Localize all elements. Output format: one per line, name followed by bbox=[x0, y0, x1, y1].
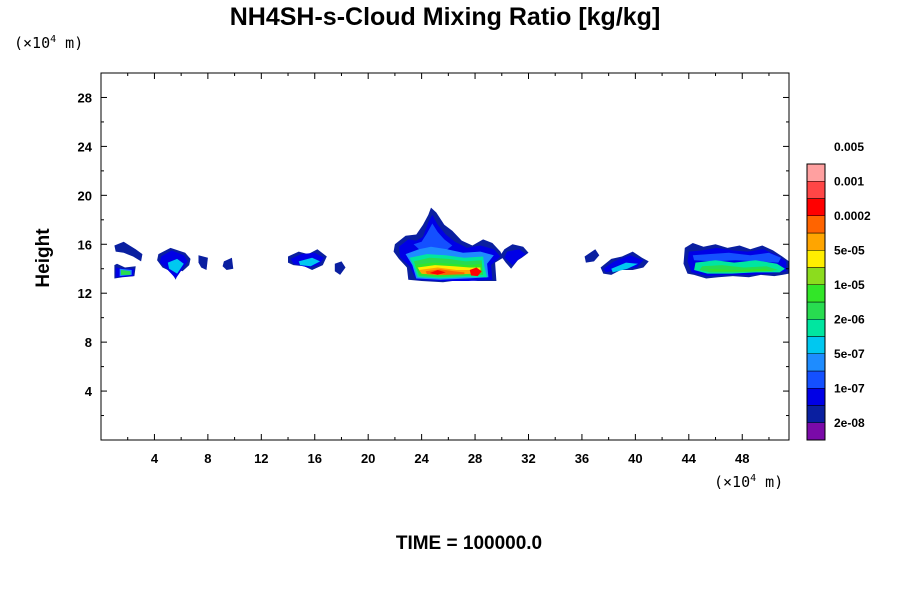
colorbar-swatch bbox=[806, 181, 826, 199]
x-tick-label: 4 bbox=[151, 451, 159, 466]
x-tick-label: 36 bbox=[575, 451, 589, 466]
colorbar-label: 0.005 bbox=[834, 140, 864, 154]
colorbar-label: 2e-08 bbox=[834, 416, 865, 430]
colorbar-swatch bbox=[806, 215, 826, 234]
x-tick-label: 8 bbox=[204, 451, 211, 466]
x-tick-label: 12 bbox=[254, 451, 268, 466]
y-tick-label: 4 bbox=[85, 384, 93, 399]
x-tick-label: 40 bbox=[628, 451, 642, 466]
x-tick-label: 24 bbox=[414, 451, 429, 466]
y-axis-unit: (×104 m) bbox=[14, 34, 83, 52]
y-tick-label: 8 bbox=[85, 335, 92, 350]
colorbar: 2e-08 1e-07 5e-07 2e-06 1e-05 5e-05 0.0002 0.00… bbox=[806, 140, 871, 441]
cloud-contour-level-2-16 bbox=[504, 249, 526, 266]
cloud-contour-level-1-3 bbox=[198, 255, 208, 270]
colorbar-label: 1e-07 bbox=[834, 381, 865, 395]
plot-area bbox=[114, 207, 789, 283]
cloud-contour-level-13-37 bbox=[429, 270, 446, 275]
cloud-contour-level-5-25 bbox=[611, 262, 638, 273]
colorbar-swatch bbox=[806, 232, 826, 251]
colorbar-swatch bbox=[806, 301, 826, 320]
x-tick-label: 28 bbox=[468, 451, 482, 466]
cloud-contour-level-13-36 bbox=[469, 267, 482, 277]
y-tick-label: 24 bbox=[78, 139, 93, 154]
colorbar-label: 5e-05 bbox=[834, 243, 865, 257]
x-tick-label: 44 bbox=[682, 451, 697, 466]
cloud-contour-level-1-9 bbox=[584, 249, 600, 263]
cloud-contour-level-7-30 bbox=[121, 270, 131, 275]
colorbar-label: 5e-07 bbox=[834, 347, 865, 361]
plot-frame bbox=[100, 72, 790, 441]
colorbar-swatch bbox=[806, 163, 826, 182]
colorbar-label: 0.001 bbox=[834, 174, 864, 188]
colorbar-label: 2e-06 bbox=[834, 312, 865, 326]
x-axis-ticks: 4 8 12 16 20 24 28 32 36 40 44 48 bbox=[127, 73, 770, 466]
colorbar-swatch bbox=[806, 405, 826, 423]
colorbar-label: 1e-05 bbox=[834, 278, 865, 292]
cloud-contour-level-8-32 bbox=[706, 268, 775, 272]
y-tick-label: 28 bbox=[78, 90, 92, 105]
y-tick-label: 16 bbox=[78, 237, 92, 252]
x-tick-label: 20 bbox=[361, 451, 375, 466]
cloud-contour-level-5-24 bbox=[298, 257, 321, 267]
colorbar-swatch bbox=[806, 336, 826, 354]
colorbar-swatch bbox=[806, 353, 826, 372]
cloud-contour-level-1-1 bbox=[114, 241, 143, 262]
x-axis-unit: (×104 m) bbox=[714, 473, 783, 491]
cloud-contour-level-1-6 bbox=[334, 261, 346, 275]
colorbar-swatch bbox=[806, 370, 826, 389]
colorbar-swatch bbox=[806, 250, 826, 268]
colorbar-label: 0.0002 bbox=[834, 209, 871, 223]
x-tick-label: 32 bbox=[521, 451, 535, 466]
colorbar-swatch bbox=[806, 198, 826, 216]
y-axis-ticks: 4 8 12 16 20 24 28 bbox=[78, 90, 789, 417]
cloud-contour-level-3-19 bbox=[413, 223, 453, 255]
colorbar-swatch bbox=[806, 284, 826, 303]
colorbar-swatch bbox=[806, 388, 826, 406]
cloud-contour-level-5-23 bbox=[167, 258, 184, 274]
y-tick-label: 12 bbox=[78, 286, 92, 301]
cloud-contour-level-1-4 bbox=[222, 257, 234, 270]
y-tick-label: 20 bbox=[78, 188, 92, 203]
y-axis-label: Height bbox=[33, 228, 54, 288]
time-label: TIME = 100000.0 bbox=[396, 533, 542, 554]
colorbar-frame bbox=[806, 163, 826, 441]
x-tick-label: 16 bbox=[308, 451, 322, 466]
colorbar-swatch bbox=[806, 267, 826, 285]
colorbar-swatch bbox=[806, 319, 826, 337]
chart-title: NH4SH-s-Cloud Mixing Ratio [kg/kg] bbox=[230, 3, 661, 31]
cloud-contour-level-3-20 bbox=[692, 252, 781, 263]
x-tick-label: 48 bbox=[735, 451, 749, 466]
colorbar-swatch bbox=[806, 422, 826, 441]
